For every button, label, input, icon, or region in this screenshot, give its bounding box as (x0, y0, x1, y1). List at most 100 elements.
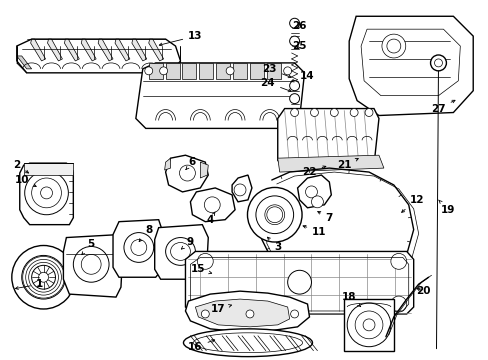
Text: 17: 17 (210, 304, 231, 314)
Circle shape (365, 109, 372, 117)
Polygon shape (249, 63, 264, 79)
Text: 24: 24 (260, 78, 290, 92)
Circle shape (289, 81, 299, 91)
Circle shape (179, 165, 195, 181)
Circle shape (381, 34, 405, 58)
Polygon shape (200, 162, 208, 178)
Ellipse shape (170, 243, 190, 260)
Circle shape (204, 197, 220, 213)
Polygon shape (199, 63, 213, 79)
Circle shape (21, 255, 65, 299)
Polygon shape (232, 175, 251, 202)
Circle shape (290, 109, 298, 117)
Circle shape (197, 296, 213, 312)
Text: 1: 1 (16, 279, 43, 289)
Circle shape (289, 18, 299, 28)
Text: 12: 12 (401, 195, 423, 212)
Text: 2: 2 (13, 160, 28, 173)
Polygon shape (164, 158, 170, 170)
Circle shape (39, 272, 48, 282)
Text: 26: 26 (292, 21, 306, 31)
Text: 16: 16 (188, 339, 214, 352)
Ellipse shape (264, 205, 284, 225)
Circle shape (362, 319, 374, 331)
Text: 13: 13 (159, 31, 202, 46)
Circle shape (73, 247, 109, 282)
Text: 3: 3 (267, 237, 281, 252)
Text: 10: 10 (15, 175, 36, 186)
Ellipse shape (165, 238, 195, 265)
Circle shape (25, 171, 68, 215)
Circle shape (12, 246, 75, 309)
Circle shape (330, 109, 338, 117)
Polygon shape (233, 63, 246, 79)
Circle shape (289, 94, 299, 104)
Polygon shape (190, 188, 235, 222)
Ellipse shape (183, 329, 312, 357)
Circle shape (266, 207, 282, 223)
Polygon shape (64, 39, 79, 61)
Ellipse shape (255, 196, 293, 234)
Polygon shape (277, 155, 383, 172)
Circle shape (41, 187, 52, 199)
Circle shape (197, 253, 213, 269)
Circle shape (390, 253, 406, 269)
Circle shape (287, 270, 311, 294)
Polygon shape (98, 39, 113, 61)
Polygon shape (148, 63, 163, 79)
Ellipse shape (247, 188, 302, 242)
Text: 15: 15 (191, 264, 211, 274)
Polygon shape (185, 251, 413, 314)
Circle shape (310, 109, 318, 117)
Text: 19: 19 (438, 200, 455, 215)
Circle shape (144, 67, 152, 75)
Polygon shape (81, 39, 96, 61)
Ellipse shape (193, 333, 302, 353)
Circle shape (434, 59, 442, 67)
Circle shape (225, 67, 234, 75)
Circle shape (290, 310, 298, 318)
Polygon shape (17, 56, 32, 69)
Text: 11: 11 (303, 225, 326, 237)
Circle shape (123, 233, 153, 262)
Bar (344, 299, 393, 351)
Polygon shape (148, 39, 163, 61)
Polygon shape (115, 39, 130, 61)
Polygon shape (277, 109, 378, 170)
Circle shape (305, 186, 317, 198)
Text: 14: 14 (290, 71, 314, 82)
Polygon shape (132, 39, 146, 61)
Circle shape (81, 255, 101, 274)
Text: 18: 18 (341, 292, 360, 307)
Polygon shape (63, 235, 122, 297)
Circle shape (32, 265, 55, 289)
Polygon shape (348, 16, 472, 116)
Polygon shape (360, 29, 459, 96)
Text: 22: 22 (302, 166, 325, 177)
Polygon shape (136, 63, 304, 129)
Polygon shape (165, 155, 208, 192)
Text: 9: 9 (181, 237, 194, 249)
Circle shape (32, 178, 61, 208)
Polygon shape (266, 63, 280, 79)
Polygon shape (297, 175, 331, 208)
Polygon shape (216, 63, 230, 79)
Polygon shape (17, 39, 180, 73)
Circle shape (354, 311, 382, 339)
Circle shape (201, 310, 209, 318)
Bar (24, 163, 73, 175)
Circle shape (160, 67, 167, 75)
Polygon shape (47, 39, 62, 61)
Text: 27: 27 (430, 100, 454, 113)
Text: 5: 5 (81, 239, 95, 255)
Text: 4: 4 (206, 212, 215, 225)
Polygon shape (195, 299, 289, 327)
Polygon shape (154, 225, 208, 279)
Circle shape (245, 310, 253, 318)
Polygon shape (185, 291, 309, 332)
Text: 23: 23 (262, 64, 290, 78)
Text: 7: 7 (317, 212, 332, 223)
Circle shape (289, 36, 299, 46)
Circle shape (386, 39, 400, 53)
Circle shape (131, 239, 146, 255)
